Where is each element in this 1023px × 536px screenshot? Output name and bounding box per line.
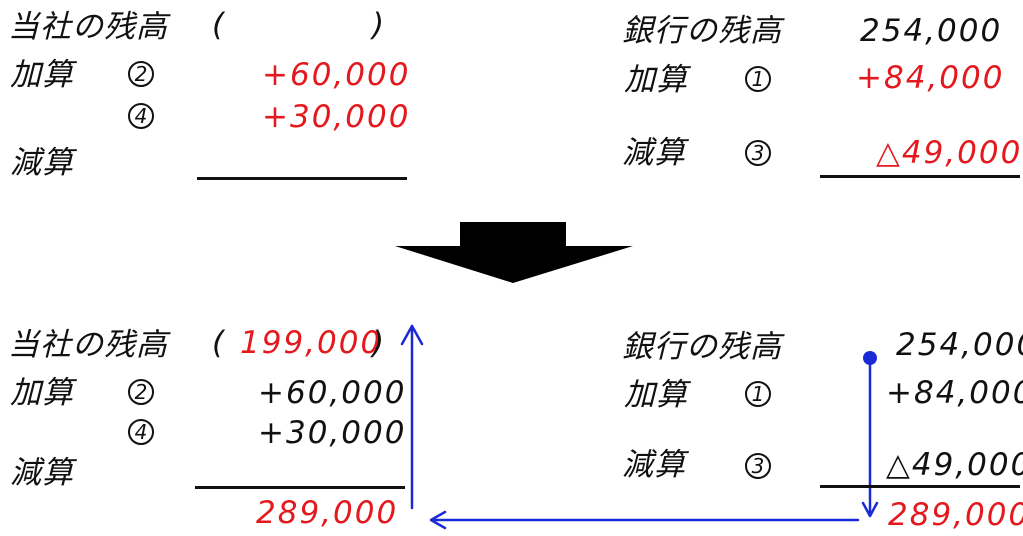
top-bank-balance: 254,000 [860,13,1003,49]
top-bank-sub-value: △49,000 [876,135,1023,171]
top-company-marker-2: 2 [128,61,154,87]
bottom-bank-add-label: 加算 [624,377,688,413]
top-company-total-line [197,177,407,180]
top-bank-total-line [820,175,1020,178]
bottom-bank-marker-3: 3 [745,453,771,479]
top-company-add-value-1: +60,000 [262,57,411,93]
bottom-company-balance: 199,000 [240,325,383,361]
bottom-bank-sub-value: △49,000 [886,447,1023,483]
top-company-title: 当社の残高 [8,9,168,45]
top-company-marker-4: 4 [128,103,154,129]
top-bank-title: 銀行の残高 [622,13,782,49]
top-company-sub-label: 減算 [10,145,74,181]
start-dot-icon [863,351,877,365]
bottom-bank-total: 289,000 [888,497,1023,533]
bottom-bank-add-value: +84,000 [886,375,1023,411]
bottom-company-paren-close: ) [372,325,387,361]
bottom-bank-balance: 254,000 [896,327,1023,363]
bottom-company-marker-4: 4 [128,419,154,445]
company-up-arrow-head-icon [400,324,424,346]
top-bank-add-label: 加算 [624,62,688,98]
bottom-company-total: 289,000 [256,495,399,531]
bottom-company-marker-2: 2 [128,379,154,405]
bottom-company-paren-open: ( [212,325,227,361]
bank-down-arrow-head-icon [861,501,879,518]
top-company-paren-open: ( [212,7,227,43]
top-bank-marker-3: 3 [745,140,771,166]
top-bank-sub-label: 減算 [622,135,686,171]
bottom-company-add-value-2: +30,000 [258,415,407,451]
top-company-add-label: 加算 [10,57,74,93]
top-company-add-value-2: +30,000 [262,99,411,135]
bottom-company-sub-label: 減算 [10,455,74,491]
bottom-company-add-label: 加算 [10,375,74,411]
bottom-company-total-line [195,486,405,489]
bottom-bank-total-line [820,485,1020,488]
bottom-company-add-value-1: +60,000 [258,375,407,411]
bottom-bank-sub-label: 減算 [622,447,686,483]
top-bank-marker-1: 1 [745,66,771,92]
horizontal-arrow-head-icon [429,510,447,530]
top-company-paren-close: ) [372,7,387,43]
bottom-bank-title: 銀行の残高 [622,329,782,365]
down-arrow-icon [395,222,633,283]
top-bank-add-value: +84,000 [856,60,1005,96]
bottom-bank-marker-1: 1 [745,381,771,407]
bottom-company-title: 当社の残高 [8,327,168,363]
